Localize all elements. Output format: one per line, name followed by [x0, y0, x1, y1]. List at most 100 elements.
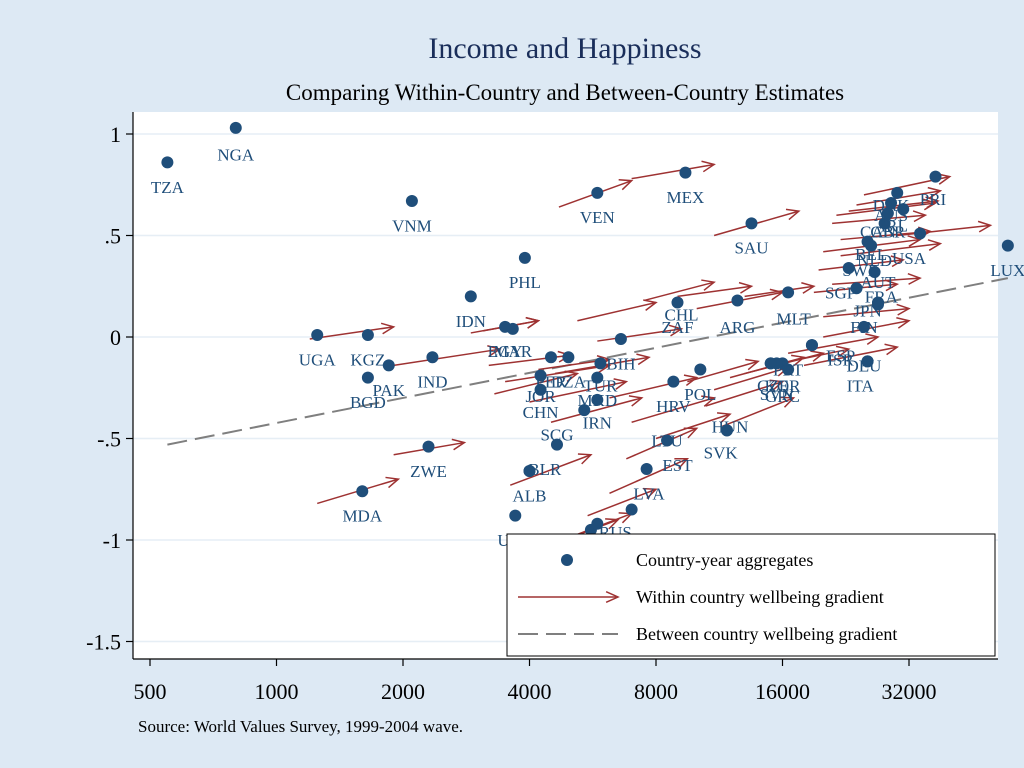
arrow-head [618, 179, 634, 191]
between-line-layer [167, 277, 1009, 446]
arrow-head [636, 353, 651, 366]
legend-point-symbol [561, 554, 573, 566]
arrow-head [884, 279, 900, 292]
arrow-shaft [587, 488, 657, 517]
arrow-head [896, 303, 911, 316]
country-point [850, 282, 863, 295]
country-label: ARG [719, 318, 755, 337]
arrow-shaft [803, 346, 898, 367]
x-tick-label: 8000 [634, 679, 678, 704]
country-point [871, 296, 884, 309]
arrow-head [925, 196, 940, 209]
arrow-head [701, 279, 716, 291]
legend-box [506, 533, 996, 657]
arrow-shaft [687, 360, 759, 383]
y-tick-label: 0 [110, 325, 121, 350]
arrow-shaft [713, 366, 789, 391]
arrow-head [977, 220, 993, 233]
country-label: TUR [583, 377, 618, 396]
arrow-shaft [818, 259, 904, 271]
country-label: BEL [855, 245, 887, 264]
country-point [562, 351, 575, 364]
arrow-head [668, 324, 684, 337]
country-point [842, 261, 855, 274]
arrow-shaft [529, 380, 627, 403]
country-point [897, 203, 910, 216]
within-country-arrow [677, 281, 754, 298]
arrow-shaft [721, 397, 794, 428]
country-label: ITA [847, 377, 875, 396]
country-point [805, 339, 818, 352]
legend-arrow-symbol [518, 591, 620, 603]
country-label: SGP [825, 283, 856, 302]
country-point [868, 266, 881, 279]
arrow-shaft [677, 285, 752, 298]
arrow-shaft [393, 348, 500, 367]
country-point [914, 227, 927, 240]
within-country-arrow [393, 345, 502, 367]
country-label: PRT [773, 360, 804, 379]
arrow-head [865, 333, 880, 345]
country-label: LUX [990, 261, 1024, 280]
country-point [578, 404, 591, 417]
arrow-head [525, 316, 541, 329]
country-point [891, 186, 904, 199]
country-point [857, 320, 870, 333]
within-country-arrow [550, 395, 644, 423]
country-point [881, 207, 894, 220]
country-label: SAU [734, 239, 768, 258]
country-label: USA [892, 249, 927, 268]
country-point [731, 294, 744, 307]
y-tick-label: .5 [105, 224, 122, 249]
within-country-arrow [818, 255, 906, 271]
country-point [878, 217, 891, 230]
arrow-shaft [577, 301, 657, 322]
arrow-shaft [494, 372, 578, 395]
country-label: SVK [704, 444, 739, 463]
arrow-head [884, 343, 900, 356]
arrow-head [605, 591, 620, 603]
country-point [464, 290, 477, 303]
axis-layer: 1 .5 0 -.5 -1 -1.5 500 1000 2000 4000 8000 16000 320… [86, 112, 998, 704]
within-country-arrow [631, 160, 716, 180]
arrow-shaft [705, 380, 783, 407]
arrow-head [907, 272, 922, 285]
country-label: ZAF [661, 318, 693, 337]
x-tick-label: 4000 [508, 679, 552, 704]
country-point [720, 424, 733, 437]
within-country-arrow [609, 374, 699, 399]
y-tick-label: -.5 [97, 427, 121, 452]
arrow-head [835, 345, 851, 358]
country-label: MAR [493, 342, 532, 361]
arrow-head [628, 395, 644, 407]
country-point [594, 357, 607, 370]
arrow-head [716, 412, 732, 424]
chart-subtitle: Comparing Within-Country and Between-Cou… [286, 80, 844, 105]
within-country-arrow [823, 303, 911, 318]
y-tick-label: -1 [103, 528, 121, 553]
within-country-arrow [626, 427, 699, 460]
country-label: NGA [217, 145, 255, 164]
y-tick-label: -1.5 [86, 630, 121, 655]
country-point [382, 359, 395, 372]
country-label: SCG [540, 425, 573, 444]
country-point [614, 333, 627, 346]
country-label: KOR [765, 377, 802, 396]
country-label: POL [684, 385, 716, 404]
country-point [356, 485, 369, 498]
x-tick-label: 500 [134, 679, 167, 704]
within-country-arrow [510, 453, 593, 486]
country-label: VEN [580, 208, 615, 227]
within-country-arrow [840, 239, 943, 257]
country-label: BIH [606, 354, 635, 373]
arrow-head [890, 255, 906, 268]
legend: Country-year aggregates Within country we… [506, 533, 996, 657]
country-point [782, 363, 795, 376]
arrow-shaft [832, 214, 926, 225]
within-country-arrow [744, 282, 816, 298]
country-label: AUS [874, 206, 908, 225]
country-point [523, 464, 536, 477]
country-label: KGZ [350, 350, 385, 369]
